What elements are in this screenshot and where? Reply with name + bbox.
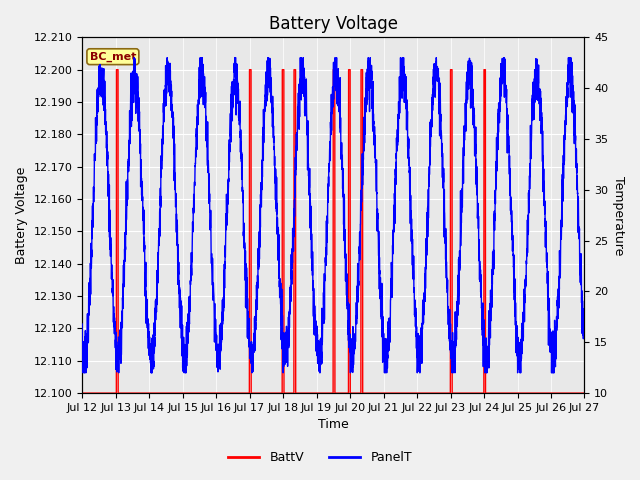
X-axis label: Time: Time <box>318 419 349 432</box>
Y-axis label: Temperature: Temperature <box>612 176 625 255</box>
Text: BC_met: BC_met <box>90 51 136 62</box>
Title: Battery Voltage: Battery Voltage <box>269 15 398 33</box>
Y-axis label: Battery Voltage: Battery Voltage <box>15 167 28 264</box>
Legend: BattV, PanelT: BattV, PanelT <box>223 446 417 469</box>
